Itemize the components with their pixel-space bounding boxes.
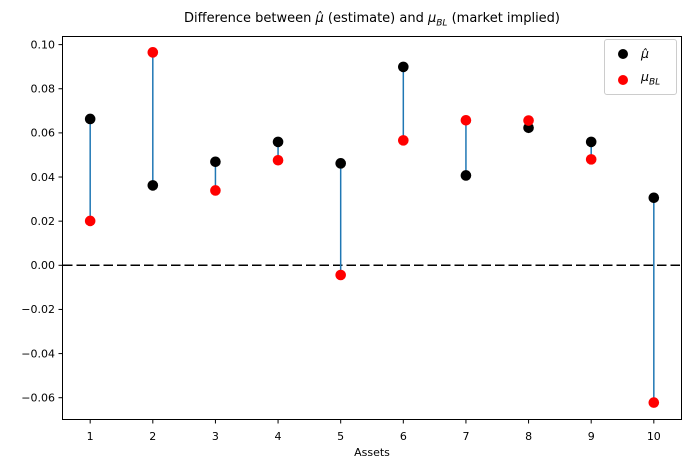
legend-label-mu-bl: μBL: [641, 68, 661, 90]
legend-entry-mu-hat: μ̂: [618, 43, 676, 65]
mu-hat-point: [147, 180, 159, 191]
x-tick-label: 2: [149, 430, 156, 443]
title-mu-symbol: μ: [427, 11, 437, 26]
mu-bl-marker-icon: [618, 74, 628, 85]
x-tick-label: 8: [525, 430, 532, 443]
y-tick-label: −0.02: [21, 303, 55, 316]
mu-hat-point: [335, 158, 346, 169]
x-tick-label: 1: [87, 430, 94, 443]
mu-bl-point: [84, 215, 96, 227]
mu-hat-point: [460, 170, 472, 181]
y-tick-label: 0.04: [31, 171, 56, 184]
mu-bl-point: [460, 115, 472, 126]
title-text-3: (market implied): [447, 11, 560, 26]
mu-hat-point: [648, 192, 660, 204]
legend-mu-subscript: BL: [648, 77, 661, 88]
y-tick-label: 0.08: [31, 83, 56, 96]
mu-hat-point: [523, 122, 534, 134]
title-text-1: Difference between: [183, 11, 316, 26]
mu-bl-point: [147, 47, 159, 58]
plot-border: [62, 36, 682, 420]
x-tick-label: 9: [588, 430, 595, 443]
legend-entry-mu-bl: μBL: [618, 69, 676, 91]
y-tick-label: 0.10: [31, 38, 56, 51]
legend: μ̂ μBL: [604, 39, 677, 95]
legend-mu-symbol: μ: [641, 68, 649, 84]
mu-bl-point: [648, 397, 660, 408]
mu-hat-point: [210, 156, 221, 168]
x-tick-label: 6: [400, 430, 407, 443]
mu-hat-marker-icon: [618, 49, 628, 60]
x-tick-label: 5: [337, 430, 344, 443]
title-text-2: (estimate) and: [323, 11, 428, 26]
mu-bl-point: [210, 185, 221, 196]
title-mu-hat-symbol: μ̂: [315, 11, 324, 26]
x-tick-label: 4: [275, 430, 282, 443]
legend-label-mu-hat: μ̂: [641, 46, 649, 62]
mu-bl-point: [523, 115, 534, 126]
mu-bl-point: [585, 154, 597, 165]
x-tick-label: 3: [212, 430, 219, 443]
x-axis-label: Assets: [354, 446, 390, 459]
mu-hat-point: [398, 61, 409, 73]
mu-bl-point: [272, 154, 284, 166]
chart-title: Difference between μ̂ (estimate) and μBL…: [62, 11, 682, 32]
x-tick-label: 10: [647, 430, 661, 443]
mu-hat-point: [84, 113, 96, 125]
mu-bl-point: [335, 269, 346, 281]
y-tick-label: 0.06: [31, 127, 56, 140]
mu-hat-point: [272, 136, 284, 148]
y-tick-label: 0.02: [31, 215, 56, 228]
title-mu-subscript: BL: [436, 18, 448, 29]
y-tick-label: −0.04: [21, 347, 55, 360]
mu-bl-point: [398, 135, 409, 146]
mu-hat-point: [585, 136, 597, 148]
y-tick-label: −0.06: [21, 392, 55, 405]
y-tick-label: 0.00: [31, 259, 56, 272]
x-tick-label: 7: [462, 430, 469, 443]
